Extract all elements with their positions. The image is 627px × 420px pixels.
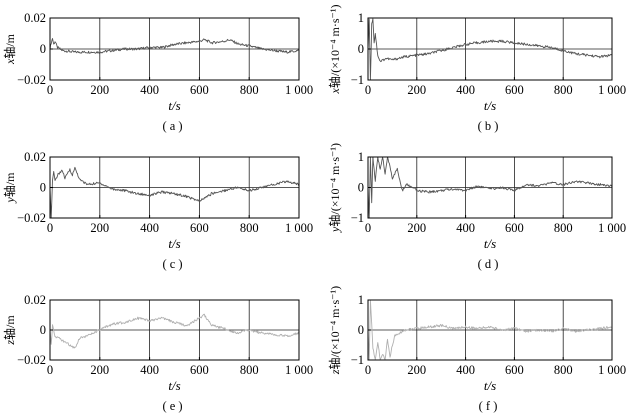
panel-caption: ( d ) — [478, 257, 499, 271]
y-tick-label: −0.02 — [17, 73, 46, 87]
x-tick-label: 800 — [240, 363, 259, 377]
x-tick-label: 800 — [554, 221, 573, 235]
x-tick-label: 0 — [365, 363, 371, 377]
x-tick-label: 600 — [190, 83, 209, 97]
y-axis-variable: x — [3, 58, 17, 65]
y-tick-label: 0 — [40, 323, 46, 337]
y-axis-label: z轴/(×10⁻⁴ m·s⁻¹) — [327, 286, 342, 375]
y-axis-label: y轴/(×10⁻⁴ m·s⁻¹) — [327, 143, 342, 233]
series-line — [49, 313, 300, 349]
y-axis-unit: 轴/m — [2, 172, 17, 197]
y-axis-variable: z — [3, 340, 17, 346]
x-tick-label: 0 — [47, 363, 53, 377]
panel-caption: ( c ) — [162, 257, 182, 271]
y-axis-label: x轴/(×10⁻⁴ m·s⁻¹) — [327, 5, 342, 95]
x-tick-label: 400 — [140, 83, 159, 97]
panel-caption: ( b ) — [478, 119, 499, 133]
y-tick-label: −0.02 — [17, 211, 46, 225]
y-tick-label: 1 — [358, 293, 364, 307]
x-axis-label: t/s — [484, 98, 496, 113]
x-tick-label: 200 — [407, 363, 426, 377]
y-tick-label: 0 — [40, 181, 46, 195]
y-axis-label: x轴/m — [2, 33, 17, 65]
x-axis-label: t/s — [168, 236, 180, 251]
x-tick-label: 1 000 — [598, 363, 626, 377]
x-tick-label: 200 — [90, 83, 109, 97]
x-tick-label: 200 — [407, 83, 426, 97]
x-tick-label: 200 — [90, 221, 109, 235]
y-axis-unit: 轴/m — [2, 33, 17, 58]
series-line — [367, 156, 612, 219]
x-tick-label: 200 — [407, 221, 426, 235]
x-tick-label: 800 — [240, 83, 259, 97]
y-tick-label: 0.02 — [24, 150, 46, 164]
x-tick-label: 600 — [505, 221, 524, 235]
x-tick-label: 800 — [240, 221, 259, 235]
y-axis-unit: 轴/(×10⁻⁴ m·s⁻¹) — [327, 5, 342, 89]
y-tick-label: 1 — [358, 11, 364, 25]
x-tick-label: 400 — [456, 221, 475, 235]
y-axis-label: y轴/m — [2, 172, 17, 204]
y-axis-label: z轴/m — [2, 315, 17, 346]
y-tick-label: 1 — [358, 150, 364, 164]
x-tick-label: 1 000 — [598, 83, 626, 97]
x-tick-label: 0 — [365, 83, 371, 97]
x-tick-label: 1 000 — [285, 221, 313, 235]
series-line — [367, 18, 613, 81]
y-tick-label: 0 — [358, 323, 364, 337]
x-axis-label: t/s — [168, 378, 180, 393]
y-axis-variable: y — [3, 197, 17, 204]
y-tick-label: −1 — [351, 73, 364, 87]
x-axis-label: t/s — [484, 378, 496, 393]
x-tick-label: 400 — [456, 83, 475, 97]
y-axis-variable: z — [328, 369, 342, 375]
x-tick-label: 1 000 — [285, 363, 313, 377]
x-tick-label: 400 — [140, 221, 159, 235]
x-tick-label: 0 — [47, 221, 53, 235]
y-axis-variable: y — [328, 226, 342, 233]
y-tick-label: 0.02 — [24, 293, 46, 307]
x-tick-label: 600 — [190, 363, 209, 377]
x-tick-label: 400 — [140, 363, 159, 377]
y-axis-unit: 轴/(×10⁻⁴ m·s⁻¹) — [327, 143, 342, 227]
y-tick-label: 0 — [358, 181, 364, 195]
series-line — [49, 166, 300, 219]
panel-caption: ( f ) — [479, 399, 498, 413]
y-axis-unit: 轴/(×10⁻⁴ m·s⁻¹) — [327, 286, 342, 370]
x-tick-label: 800 — [554, 83, 573, 97]
x-tick-label: 0 — [365, 221, 371, 235]
x-tick-label: 1 000 — [285, 83, 313, 97]
y-tick-label: −1 — [351, 211, 364, 225]
y-tick-label: 0 — [358, 42, 364, 56]
x-tick-label: 600 — [505, 363, 524, 377]
panel-caption: ( a ) — [162, 119, 182, 133]
y-tick-label: −1 — [351, 353, 364, 367]
panel-caption: ( e ) — [162, 399, 182, 413]
x-tick-label: 400 — [456, 363, 475, 377]
x-tick-label: 0 — [47, 83, 53, 97]
y-tick-label: 0 — [40, 42, 46, 56]
x-tick-label: 200 — [90, 363, 109, 377]
y-axis-unit: 轴/m — [2, 315, 17, 340]
series-line — [367, 299, 613, 361]
x-tick-label: 1 000 — [598, 221, 626, 235]
x-axis-label: t/s — [168, 98, 180, 113]
series-line — [49, 38, 300, 54]
y-tick-label: −0.02 — [17, 353, 46, 367]
x-tick-label: 600 — [190, 221, 209, 235]
x-axis-label: t/s — [484, 236, 496, 251]
y-tick-label: 0.02 — [24, 11, 46, 25]
x-tick-label: 800 — [554, 363, 573, 377]
y-axis-variable: x — [328, 87, 342, 94]
x-tick-label: 600 — [505, 83, 524, 97]
